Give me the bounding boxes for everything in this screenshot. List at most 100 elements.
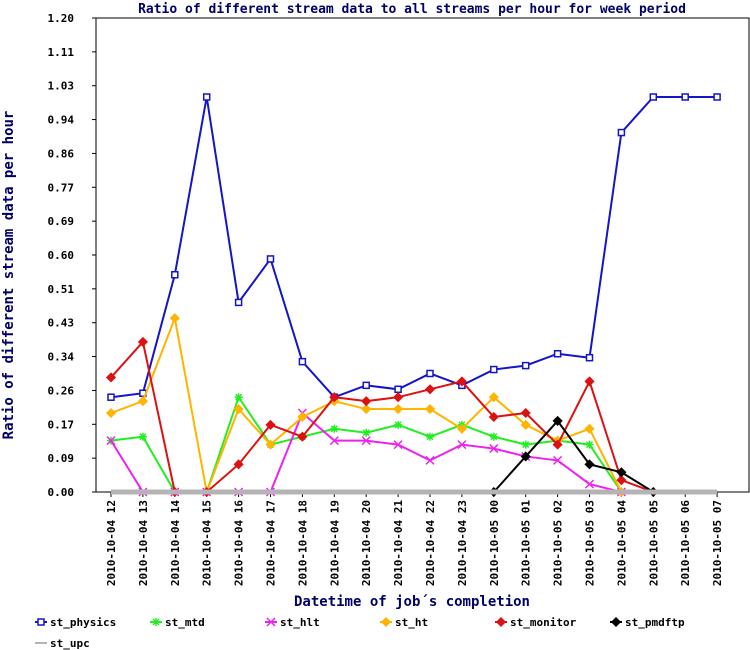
y-tick-label: 0.60 <box>48 249 75 262</box>
data-point <box>521 361 530 370</box>
data-point <box>137 396 148 407</box>
data-point <box>393 403 404 415</box>
y-tick-label: 0.69 <box>48 215 75 228</box>
data-point <box>616 475 627 486</box>
data-point <box>425 455 435 465</box>
y-tick-label: 0.86 <box>48 147 75 160</box>
data-point <box>265 439 276 450</box>
data-point <box>584 423 595 434</box>
data-point <box>713 93 721 101</box>
data-point <box>362 381 370 390</box>
data-point <box>617 128 626 137</box>
data-point <box>616 467 627 478</box>
chart-title: Ratio of different stream data to all st… <box>138 2 686 17</box>
x-tick-label: 2010-10-05 03 <box>584 500 597 586</box>
x-tick-label: 2010-10-04 20 <box>360 500 373 586</box>
data-point <box>298 357 307 366</box>
data-point <box>105 372 117 383</box>
x-tick-label: 2010-10-05 05 <box>647 500 660 586</box>
y-tick-label: 1.20 <box>48 12 75 25</box>
x-tick-label: 2010-10-05 01 <box>520 500 533 586</box>
x-tick-label: 2010-10-04 17 <box>265 500 278 586</box>
legend-label: st_monitor <box>510 616 577 629</box>
data-point <box>520 419 531 430</box>
data-point <box>297 411 308 423</box>
data-point <box>490 365 498 374</box>
data-point <box>489 432 498 441</box>
x-tick-label: 2010-10-05 07 <box>711 500 724 586</box>
legend-marker <box>37 618 45 626</box>
data-point <box>234 298 243 307</box>
y-tick-label: 0.51 <box>48 283 75 296</box>
data-point <box>393 392 404 403</box>
data-point <box>585 440 594 449</box>
legend-label: st_pmdftp <box>625 616 685 629</box>
data-point <box>393 440 403 450</box>
data-point <box>520 451 531 462</box>
data-point <box>138 432 147 441</box>
x-tick-label: 2010-10-04 12 <box>105 500 118 586</box>
x-tick-label: 2010-10-04 14 <box>169 500 182 586</box>
x-tick-label: 2010-10-05 02 <box>552 500 565 586</box>
data-point <box>552 439 563 450</box>
data-point <box>107 393 115 401</box>
y-axis-label: Ratio of different stream data per hour <box>1 111 17 440</box>
legend-marker <box>380 616 392 628</box>
data-point <box>394 385 402 394</box>
legend-label: st_ht <box>395 616 428 629</box>
data-point <box>330 424 339 433</box>
y-tick-label: 1.11 <box>48 46 75 59</box>
data-point <box>361 396 372 407</box>
data-point <box>553 455 563 465</box>
x-tick-label: 2010-10-04 18 <box>296 500 309 586</box>
legend-label: st_upc <box>50 637 90 650</box>
data-point <box>424 384 436 395</box>
x-axis-label: Datetime of job´s completion <box>294 594 530 610</box>
data-point <box>456 423 467 434</box>
y-tick-label: 0.43 <box>48 317 75 330</box>
y-tick-label: 0.77 <box>48 181 75 194</box>
data-point <box>266 255 275 263</box>
data-point <box>457 440 467 450</box>
data-point <box>521 440 530 449</box>
data-point <box>202 93 211 101</box>
data-point <box>426 369 434 378</box>
y-tick-label: 0.26 <box>48 384 75 397</box>
data-point <box>361 436 371 446</box>
data-point <box>265 419 276 430</box>
data-point <box>488 411 499 423</box>
data-point <box>233 403 244 415</box>
data-point <box>520 407 531 419</box>
data-point <box>169 313 180 324</box>
legend-marker <box>610 616 622 628</box>
data-point <box>297 431 308 442</box>
data-point <box>137 336 148 347</box>
y-tick-label: 0.09 <box>48 452 75 465</box>
x-tick-label: 2010-10-04 22 <box>424 500 437 586</box>
data-point <box>649 93 658 101</box>
series-line <box>493 419 654 493</box>
legend-marker <box>266 617 276 627</box>
x-tick-label: 2010-10-04 16 <box>233 500 246 586</box>
data-point <box>488 392 499 403</box>
y-tick-label: 0.94 <box>48 114 75 127</box>
data-point <box>585 353 594 362</box>
data-point <box>329 392 340 403</box>
data-point <box>171 271 179 279</box>
x-tick-label: 2010-10-05 06 <box>679 500 692 586</box>
y-tick-label: 0.34 <box>48 351 75 364</box>
data-point <box>233 459 244 470</box>
data-point <box>362 428 371 437</box>
x-tick-label: 2010-10-04 19 <box>328 500 341 586</box>
data-point <box>553 350 562 358</box>
x-tick-label: 2010-10-05 04 <box>615 500 628 586</box>
y-tick-label: 0.17 <box>48 418 75 431</box>
data-point <box>234 393 243 402</box>
legend-marker <box>495 616 507 628</box>
x-tick-label: 2010-10-04 23 <box>456 500 469 586</box>
x-tick-label: 2010-10-04 21 <box>392 500 405 586</box>
data-point <box>584 479 595 489</box>
data-point <box>489 444 499 454</box>
legend-label: st_mtd <box>165 616 205 629</box>
data-point <box>456 376 467 387</box>
